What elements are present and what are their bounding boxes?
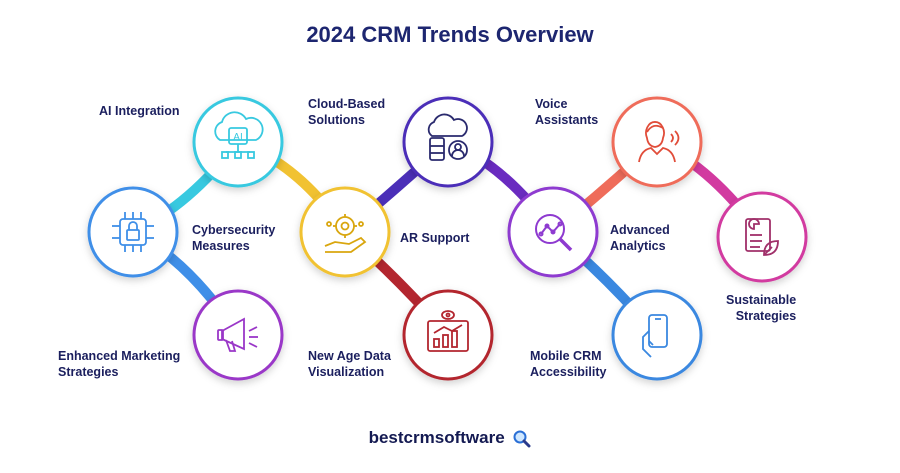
security-chip-icon: [112, 212, 154, 252]
brand-name: bestcrmsoftware: [368, 428, 505, 447]
voice-person-icon: [638, 121, 680, 163]
node-voice-assistants: [611, 96, 703, 188]
megaphone-icon: [217, 317, 258, 352]
label-advanced-analytics: Advanced Analytics: [610, 223, 670, 253]
label-cloud-based: Cloud-Based Solutions: [308, 97, 386, 127]
magnifier-icon: [513, 430, 531, 448]
brand-footer: bestcrmsoftware: [0, 428, 900, 448]
gear-hand-icon: [324, 214, 367, 253]
eco-document-icon: [745, 218, 779, 256]
label-sustainable: Sustainable Strategies: [726, 293, 797, 323]
node-mobile-crm: [611, 289, 703, 381]
cloud-server-icon: [427, 113, 468, 161]
mobile-hand-icon: [642, 314, 668, 358]
label-data-visualization: New Age Data Visualization: [308, 349, 391, 379]
node-sustainable: [716, 191, 808, 283]
trend-nodes: AI: [87, 96, 808, 381]
label-mobile-crm: Mobile CRM Accessibility: [530, 349, 607, 379]
label-voice-assistants: Voice Assistants: [535, 97, 599, 127]
node-ai-integration: AI: [192, 96, 284, 188]
node-cloud-based: [402, 96, 494, 188]
label-cybersecurity: Cybersecurity Measures: [192, 223, 276, 253]
label-ai-integration: AI Integration: [99, 104, 180, 118]
label-enhanced-marketing: Enhanced Marketing Strategies: [58, 349, 181, 379]
label-ar-support: AR Support: [400, 231, 470, 245]
svg-text:AI: AI: [233, 132, 242, 143]
magnifier-analytics-icon: [535, 214, 573, 252]
node-enhanced-marketing: [192, 289, 284, 381]
node-ar-support: [299, 186, 391, 278]
node-advanced-analytics: [507, 186, 599, 278]
node-data-visualization: [402, 289, 494, 381]
page-title: 2024 CRM Trends Overview: [306, 22, 594, 47]
ai-cloud-icon: AI: [214, 111, 264, 159]
data-chart-icon: [427, 310, 469, 352]
node-cybersecurity: [87, 186, 179, 278]
